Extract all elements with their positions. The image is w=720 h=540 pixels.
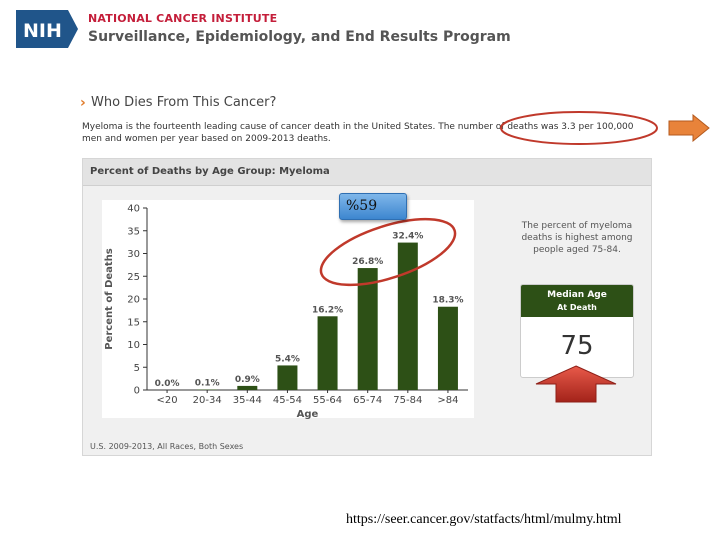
median-age-value: 75 bbox=[560, 331, 594, 361]
y-tick-label: 35 bbox=[127, 226, 140, 237]
bar-data-label: 0.1% bbox=[195, 379, 220, 389]
y-axis-label: Percent of Deaths bbox=[104, 248, 115, 350]
bar-data-label: 0.9% bbox=[235, 375, 260, 385]
x-tick-label: 65-74 bbox=[353, 395, 382, 406]
x-tick-label: 55-64 bbox=[313, 395, 342, 406]
x-tick-label: 45-54 bbox=[273, 395, 302, 406]
bar-data-label: 26.8% bbox=[352, 257, 383, 267]
x-tick-label: 75-84 bbox=[393, 395, 422, 406]
bar-data-label: 0.0% bbox=[155, 379, 180, 389]
bar-data-label: 18.3% bbox=[432, 296, 463, 306]
bar bbox=[277, 365, 298, 390]
bar bbox=[237, 385, 258, 390]
bar-chart: 0 5 10 15 20 25 30 35 40 Percent of Deaths 0.0% <20… bbox=[104, 204, 468, 420]
side-description: The percent of myeloma deaths is highest… bbox=[521, 221, 633, 255]
nih-logo-text: NIH bbox=[23, 20, 62, 42]
program-name: Surveillance, Epidemiology, and End Resu… bbox=[88, 29, 511, 45]
bar bbox=[317, 316, 338, 390]
chevron-right-icon: › bbox=[80, 95, 86, 111]
y-tick-label: 30 bbox=[127, 249, 140, 260]
panel-title: Percent of Deaths by Age Group: Myeloma bbox=[90, 166, 330, 177]
org-name: NATIONAL CANCER INSTITUTE bbox=[88, 12, 278, 25]
highlight-ellipse bbox=[500, 111, 658, 145]
arrow-up-icon bbox=[535, 365, 617, 403]
x-tick-label: <20 bbox=[157, 395, 178, 406]
y-tick-label: 10 bbox=[127, 340, 140, 351]
y-tick-label: 20 bbox=[127, 295, 140, 306]
bar-data-label: 16.2% bbox=[312, 305, 343, 315]
callout-box: %59 bbox=[339, 193, 407, 220]
source-url: https://seer.cancer.gov/statfacts/html/m… bbox=[346, 512, 622, 527]
y-tick-label: 0 bbox=[134, 386, 140, 397]
nih-logo: NIH bbox=[16, 10, 78, 48]
y-tick-label: 15 bbox=[127, 317, 140, 328]
bar bbox=[397, 242, 418, 390]
median-age-header bbox=[521, 285, 633, 317]
section-title: Who Dies From This Cancer? bbox=[91, 95, 277, 110]
y-tick-label: 40 bbox=[127, 204, 140, 215]
median-age-label: Median Age bbox=[547, 290, 607, 300]
x-tick-label: >84 bbox=[437, 395, 458, 406]
median-age-sublabel: At Death bbox=[557, 303, 597, 312]
x-tick-label: 20-34 bbox=[193, 395, 222, 406]
highlight-ellipse-bars bbox=[319, 217, 457, 287]
intro-text-line1: Myeloma is the fourteenth leading cause … bbox=[82, 122, 634, 132]
intro-text-line2: men and women per year based on 2009-201… bbox=[82, 134, 331, 144]
bar bbox=[357, 268, 378, 390]
y-tick-label: 5 bbox=[134, 363, 140, 374]
bar-data-label: 32.4% bbox=[392, 232, 423, 242]
y-tick-label: 25 bbox=[127, 272, 140, 283]
median-age-card: Median Age At Death 75 bbox=[520, 284, 634, 378]
bar bbox=[437, 306, 458, 390]
x-tick-label: 35-44 bbox=[233, 395, 262, 406]
bar-data-label: 5.4% bbox=[275, 354, 300, 364]
panel-header bbox=[83, 159, 651, 186]
arrow-right-icon bbox=[668, 114, 710, 142]
x-axis-label: Age bbox=[297, 409, 319, 420]
panel-footer: U.S. 2009-2013, All Races, Both Sexes bbox=[90, 442, 244, 451]
